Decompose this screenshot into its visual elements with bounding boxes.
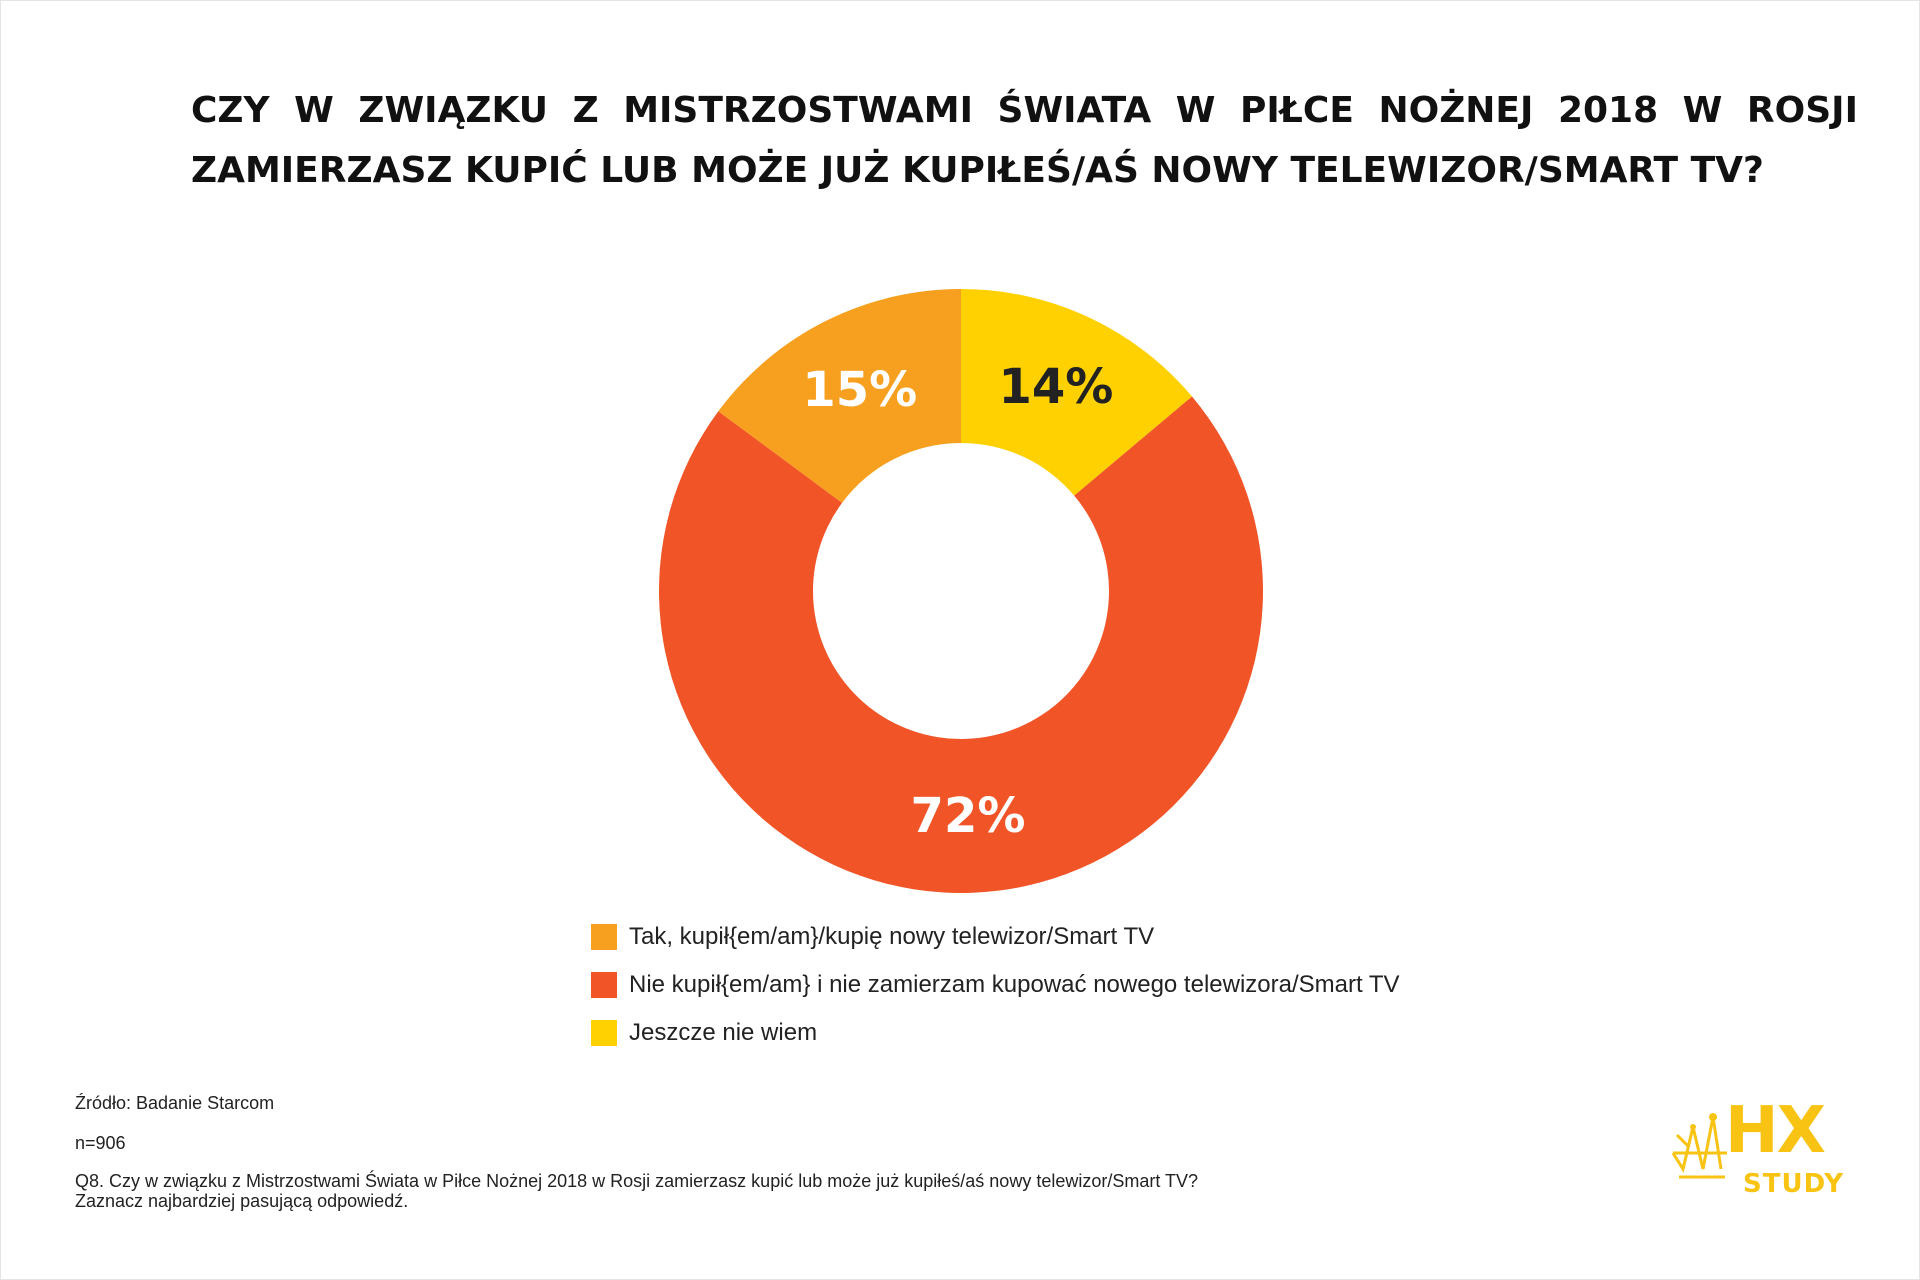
donut-slice	[718, 289, 961, 503]
legend-label: Jeszcze nie wiem	[629, 1019, 818, 1046]
donut-slices	[659, 289, 1263, 893]
crown-icon	[1671, 1113, 1727, 1179]
legend-swatch	[591, 1020, 617, 1046]
legend-swatch	[591, 924, 617, 950]
chart-title: CZY W ZWIĄZKU Z MISTRZOSTWAMI ŚWIATA W P…	[191, 81, 1858, 201]
slice-value-label: 72%	[911, 788, 1026, 844]
chart-title-line-2: ZAMIERZASZ KUPIĆ LUB MOŻE JUŻ KUPIŁEŚ/AŚ…	[191, 150, 1764, 191]
legend-swatch	[591, 972, 617, 998]
question-line-1: Q8. Czy w związku z Mistrzostwami Świata…	[75, 1171, 1199, 1191]
donut-chart: 14% 72% 15%	[659, 289, 1263, 893]
source-note: Źródło: Badanie Starcom	[75, 1093, 275, 1113]
donut-slice-labels: 14% 72% 15%	[802, 359, 1113, 844]
slice-value-label: 15%	[802, 362, 917, 418]
question-note: Q8. Czy w związku z Mistrzostwami Świata…	[75, 1171, 1198, 1211]
donut-slice	[961, 289, 1193, 496]
donut-slice	[659, 396, 1263, 893]
logo-study-text: STUDY	[1743, 1169, 1845, 1199]
hx-study-logo: HX STUDY	[1669, 1099, 1849, 1209]
logo-hx-text: HX	[1725, 1094, 1826, 1168]
chart-legend: Tak, kupił{em/am}/kupię nowy telewizor/S…	[591, 913, 1400, 1057]
legend-label: Tak, kupił{em/am}/kupię nowy telewizor/S…	[629, 923, 1155, 950]
legend-item-nie: Nie kupił{em/am} i nie zamierzam kupować…	[591, 961, 1400, 1009]
legend-label: Nie kupił{em/am} i nie zamierzam kupować…	[629, 971, 1400, 998]
sample-size-note: n=906	[75, 1133, 126, 1153]
legend-item-tak: Tak, kupił{em/am}/kupię nowy telewizor/S…	[591, 913, 1400, 961]
legend-item-jeszcze: Jeszcze nie wiem	[591, 1009, 1400, 1057]
slice-value-label: 14%	[998, 359, 1113, 415]
question-line-2: Zaznacz najbardziej pasującą odpowiedź.	[75, 1191, 409, 1211]
chart-title-line-1: CZY W ZWIĄZKU Z MISTRZOSTWAMI ŚWIATA W P…	[191, 90, 1858, 131]
